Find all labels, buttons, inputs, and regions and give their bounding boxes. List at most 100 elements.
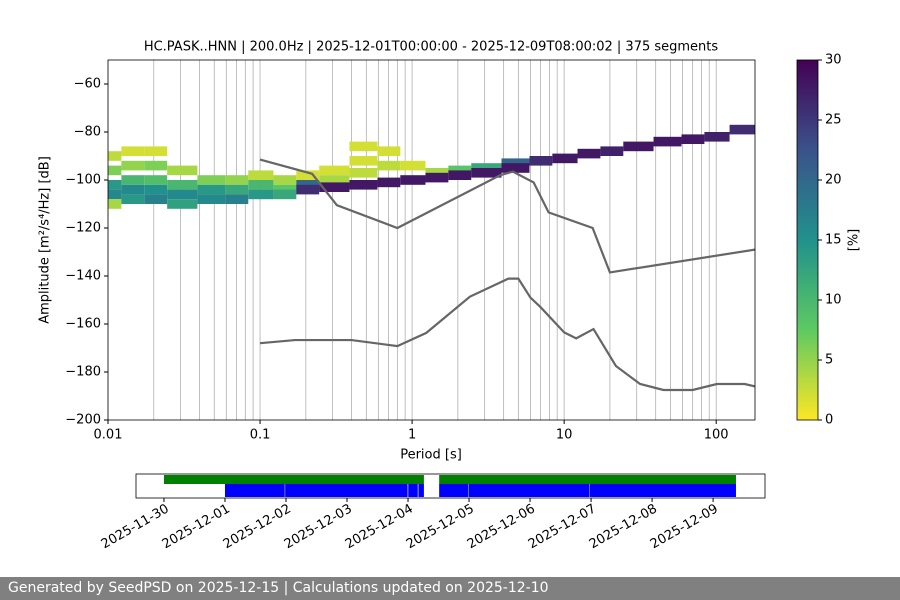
- y-tick-label: −180: [65, 365, 101, 380]
- psd-cell: [273, 175, 297, 185]
- y-tick-label: −120: [65, 221, 101, 236]
- x-tick-label: 2025-11-30: [99, 502, 172, 553]
- availability-bar: [468, 484, 590, 497]
- x-tick-label: 2025-12-02: [221, 502, 294, 553]
- y-tick-label: −140: [65, 269, 101, 284]
- psd-cell: [248, 170, 274, 180]
- x-tick-label: 0.01: [94, 428, 123, 443]
- noise-model-line: [259, 158, 755, 274]
- psd-cell: [121, 184, 145, 195]
- x-axis-label: Period [s]: [400, 448, 462, 463]
- colorbar: [796, 59, 819, 421]
- availability-bar: [439, 484, 468, 497]
- colorbar-label: [%]: [847, 229, 862, 252]
- y-tick-label: −60: [74, 77, 101, 92]
- psd-cell: [319, 182, 350, 192]
- psd-cell: [225, 194, 249, 204]
- psd-cell: [296, 170, 320, 180]
- x-tick-label: 2025-12-04: [343, 502, 416, 553]
- footer: Generated by SeedPSD on 2025-12-15 | Cal…: [0, 577, 900, 600]
- availability-bar: [408, 484, 418, 497]
- psd-cell: [681, 134, 705, 144]
- psd-cell: [248, 180, 274, 190]
- plot-area: [108, 60, 755, 420]
- colorbar-tick-label: 5: [825, 353, 833, 368]
- psd-cell: [600, 146, 624, 156]
- chart: HC.PASK..HNN | 200.0Hz | 2025-12-01T00:0…: [38, 40, 862, 553]
- psd-cell: [167, 189, 198, 200]
- psd-cell: [144, 184, 168, 195]
- x-tick-label: 2025-12-07: [526, 502, 599, 553]
- x-tick-label: 2025-12-06: [465, 502, 538, 553]
- psd-cell: [319, 175, 350, 185]
- psd-cell: [197, 175, 226, 185]
- psd-cell: [225, 175, 249, 185]
- psd-cell: [501, 163, 530, 173]
- psd-cell: [108, 189, 122, 200]
- psd-cell: [377, 146, 401, 156]
- x-tick-label: 100: [704, 428, 729, 443]
- colorbar-tick-label: 10: [825, 293, 842, 308]
- psd-cell: [108, 199, 122, 209]
- axes: 0.01 0.1 1 10 100−200−180−160−140−120−100−80…: [65, 53, 841, 553]
- x-tick-label: 2025-12-03: [282, 502, 355, 553]
- psd-cell: [121, 160, 145, 171]
- psd-cell: [225, 184, 249, 195]
- availability-frame: [135, 473, 766, 499]
- colorbar-tick-label: 25: [825, 113, 842, 128]
- psd-cell: [144, 175, 168, 185]
- psd-cell: [248, 189, 274, 200]
- psd-cell: [197, 194, 226, 204]
- psd-cell: [167, 165, 198, 176]
- x-tick-label: 2025-12-09: [648, 502, 721, 553]
- x-tick-label: 2025-12-01: [160, 502, 233, 553]
- psd-cell: [552, 153, 578, 164]
- psd-cell: [167, 180, 198, 190]
- psd-cell: [577, 148, 601, 159]
- psd-cell: [448, 170, 472, 180]
- psd-cell: [704, 132, 730, 142]
- availability-bar: [590, 484, 736, 497]
- availability-bar: [285, 484, 408, 497]
- psd-cell: [349, 168, 378, 178]
- psd-cell: [471, 168, 502, 178]
- psd-cell: [273, 189, 297, 200]
- x-tick-label: 0.1: [250, 428, 271, 443]
- availability-bar: [418, 484, 424, 497]
- y-axis-label: Amplitude [m²/s⁴/Hz] [dB]: [38, 156, 53, 324]
- psd-cell: [349, 156, 378, 166]
- psd-cell: [529, 156, 553, 166]
- y-tick-label: −200: [65, 413, 101, 428]
- x-tick-label: 2025-12-08: [587, 502, 660, 553]
- psd-cell: [349, 180, 378, 190]
- psd-cell: [377, 177, 401, 188]
- psd-cell: [144, 160, 168, 171]
- x-tick-label: 2025-12-05: [404, 502, 477, 553]
- psd-cell: [349, 141, 378, 152]
- psd-cell: [121, 175, 145, 185]
- psd-cell: [121, 146, 145, 156]
- psd-cell: [167, 199, 198, 209]
- psd-cell: [377, 160, 401, 171]
- chart-title: HC.PASK..HNN | 200.0Hz | 2025-12-01T00:0…: [144, 40, 719, 55]
- psd-cell: [319, 165, 350, 176]
- y-tick-label: −160: [65, 317, 101, 332]
- psd-cell: [121, 194, 145, 204]
- availability-bar: [163, 475, 424, 484]
- psd-cell: [623, 141, 654, 152]
- psd-cell: [729, 124, 755, 135]
- psd-cell: [108, 151, 122, 161]
- psd-cell: [108, 165, 122, 176]
- noise-model-line: [259, 277, 755, 392]
- x-tick-label: 10: [556, 428, 573, 443]
- availability-bar: [224, 484, 285, 497]
- psd-cell: [108, 180, 122, 190]
- psd-cell: [400, 175, 426, 185]
- y-tick-label: −100: [65, 173, 101, 188]
- psd-cell: [144, 146, 168, 156]
- y-tick-label: −80: [74, 125, 101, 140]
- availability-bar: [439, 475, 736, 484]
- colorbar-tick-label: 0: [825, 413, 833, 428]
- psd-cell: [144, 194, 168, 204]
